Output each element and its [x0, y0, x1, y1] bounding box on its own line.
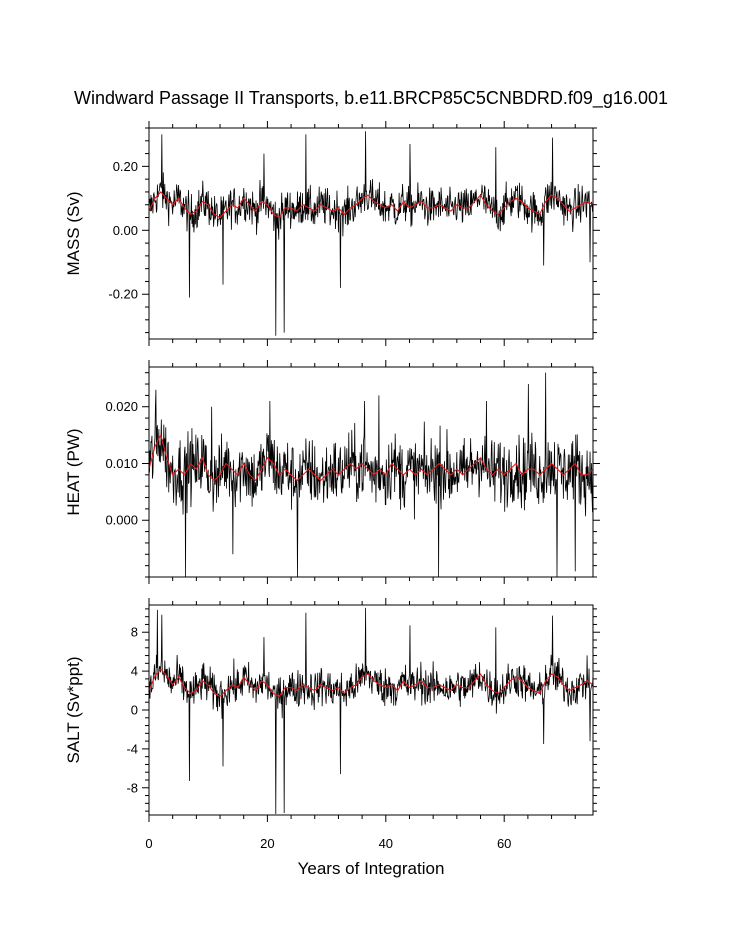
smoothed-series-line: [149, 191, 593, 219]
raw-series-line: [149, 607, 593, 815]
smoothed-series-line: [149, 668, 593, 698]
x-axis-label: Years of Integration: [298, 859, 445, 878]
y-tick-label: -4: [126, 741, 138, 756]
y-tick-label: -8: [126, 780, 138, 795]
y-axis-label: HEAT (PW): [64, 428, 83, 515]
y-tick-label: 0.020: [105, 399, 138, 414]
plot-frame: [148, 127, 594, 340]
panel-2: 0.000 0.010 0.020 HEAT (PW): [64, 360, 600, 584]
y-axis-label: SALT (Sv*ppt): [64, 656, 83, 763]
y-tick-label: 0.20: [113, 159, 138, 174]
panel-1: -0.20 0.00 0.20 MASS (Sv): [64, 121, 600, 346]
raw-series-line: [149, 131, 593, 336]
y-tick-label: 0: [131, 703, 138, 718]
x-tick-label: 60: [497, 836, 511, 851]
plot-frame: [148, 604, 594, 816]
panel-3: -8 -4 0 4 8 0 20 40 60 SALT (Sv*ppt): [64, 598, 600, 851]
y-tick-label: 4: [131, 664, 138, 679]
y-tick-label: -0.20: [108, 287, 138, 302]
x-tick-label: 40: [379, 836, 393, 851]
chart-title: Windward Passage II Transports, b.e11.BR…: [74, 88, 668, 109]
y-tick-label: 0.000: [105, 513, 138, 528]
y-tick-label: 0.00: [113, 223, 138, 238]
y-tick-label: 8: [131, 625, 138, 640]
x-tick-label: 20: [260, 836, 274, 851]
raw-series-line: [149, 372, 593, 577]
panels: -0.20 0.00 0.20 MASS (Sv) 0.000 0.010 0.020 HEA…: [64, 121, 600, 851]
smoothed-series-line: [149, 433, 593, 482]
plot-frame: [148, 366, 594, 578]
y-tick-label: 0.010: [105, 456, 138, 471]
x-tick-label: 0: [145, 836, 152, 851]
y-axis-label: MASS (Sv): [64, 191, 83, 275]
